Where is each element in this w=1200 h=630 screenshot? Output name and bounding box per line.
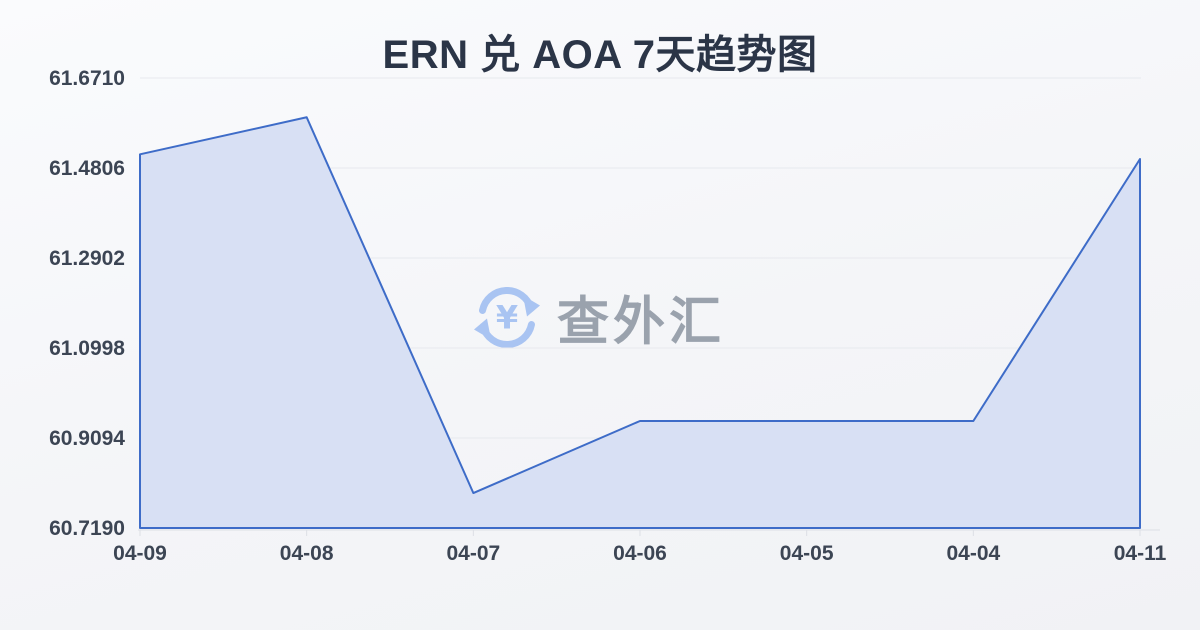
y-axis-label: 60.9094 (49, 427, 125, 450)
svg-text:¥: ¥ (496, 298, 518, 336)
x-axis-label: 04-07 (446, 542, 500, 565)
y-axis-label: 60.7190 (49, 517, 125, 540)
currency-exchange-icon: ¥ (473, 286, 540, 348)
area-series (139, 116, 1141, 529)
y-axis-label: 61.6710 (49, 67, 125, 90)
page-title: ERN 兑 AOA 7天趋势图 (382, 33, 818, 77)
x-axis-label: 04-04 (946, 542, 1000, 565)
watermark: ¥ 查外汇 (471, 280, 725, 355)
y-axis-label: 61.0998 (49, 337, 125, 360)
x-axis-label: 04-08 (280, 542, 334, 565)
y-axis-label: 61.2902 (49, 247, 125, 270)
x-axis-label: 04-06 (613, 542, 667, 565)
x-axis-label: 04-11 (1114, 542, 1167, 565)
y-axis-label: 61.4806 (49, 157, 125, 180)
x-axis-label: 04-09 (113, 542, 167, 565)
watermark-text: 查外汇 (556, 293, 726, 352)
x-axis-label: 04-05 (780, 542, 834, 565)
